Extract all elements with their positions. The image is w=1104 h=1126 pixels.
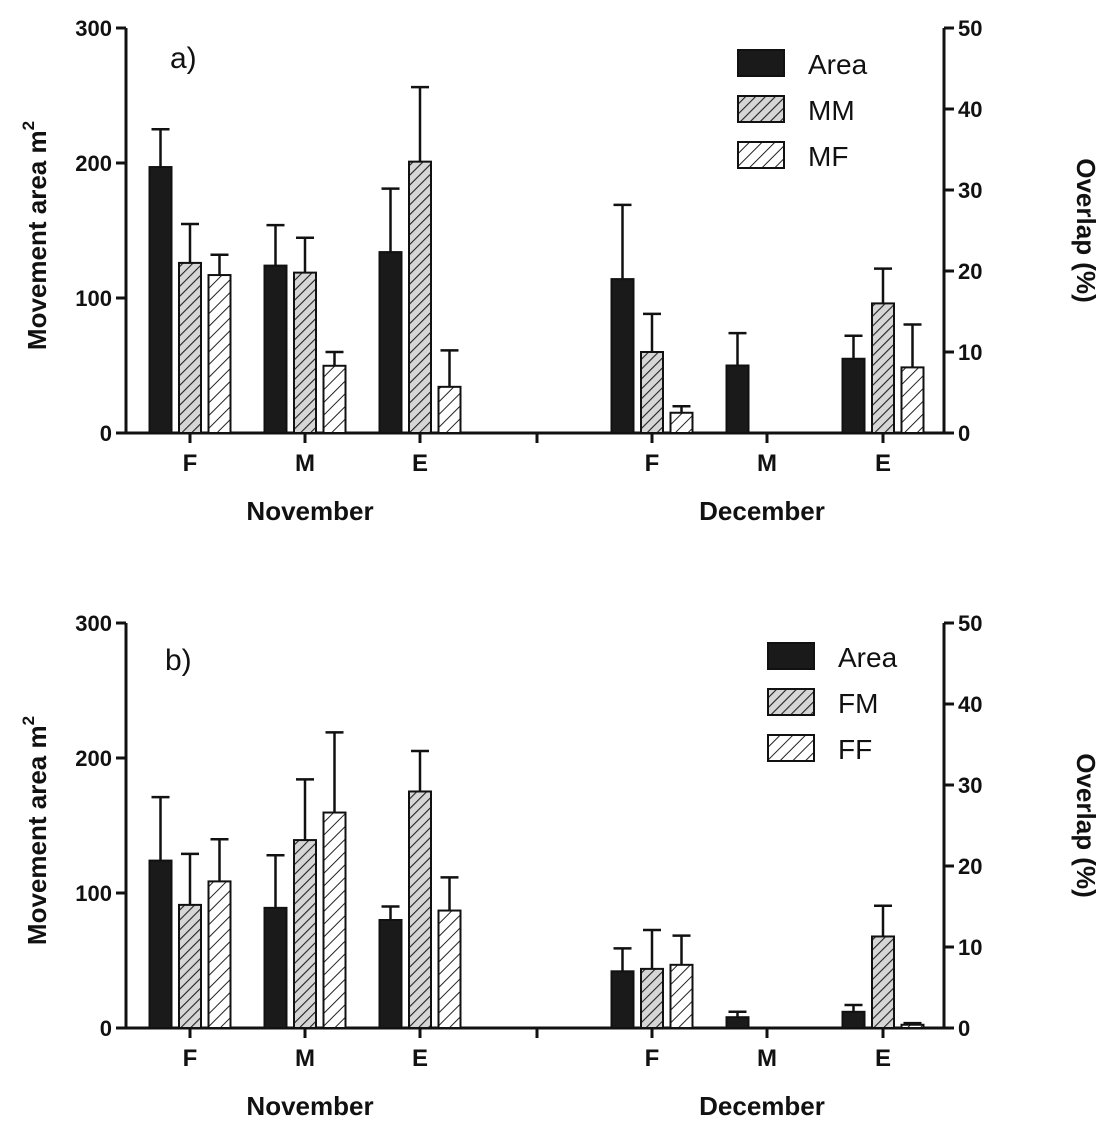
y-axis-title-text: Movement area m xyxy=(22,725,52,945)
left-tick-label: 100 xyxy=(75,881,112,906)
right-tick-label: 20 xyxy=(958,854,982,879)
right-tick-label: 40 xyxy=(958,97,982,122)
legend-swatch-mm xyxy=(737,95,785,123)
bar-area xyxy=(725,1016,750,1030)
bar-fm xyxy=(871,935,895,1029)
y-axis-title-superscript: 2 xyxy=(19,716,38,725)
y-axis-title-superscript: 2 xyxy=(19,121,38,130)
bar-fm xyxy=(293,839,317,1030)
y2-axis-title: Overlap (%) xyxy=(1071,753,1101,898)
left-tick-label: 300 xyxy=(75,16,112,41)
panel-a: 0 100 200 300 0 10 20 30 40 50 F M E F M E November Decem… xyxy=(19,16,1101,526)
bar-fm xyxy=(178,903,202,1030)
legend-label: MF xyxy=(808,141,848,172)
bar-area xyxy=(263,264,288,434)
bar-mf xyxy=(207,274,232,434)
month-label: December xyxy=(699,496,825,526)
left-tick-label: 0 xyxy=(100,1016,112,1041)
category-label: F xyxy=(645,1045,660,1072)
category-label: E xyxy=(412,1045,428,1072)
right-tick-label: 10 xyxy=(958,340,982,365)
bar-area xyxy=(148,859,173,1029)
legend-swatch-mf xyxy=(737,141,785,169)
right-tick-label: 30 xyxy=(958,773,982,798)
bar-ff xyxy=(322,811,347,1029)
category-label: M xyxy=(757,450,777,477)
legend-swatch-area xyxy=(737,49,785,77)
bar-mm xyxy=(293,271,317,434)
category-label: M xyxy=(295,1045,315,1072)
bar-ff xyxy=(207,880,232,1030)
bar-area xyxy=(725,364,750,434)
bar-area xyxy=(378,919,403,1029)
bar-area xyxy=(378,251,403,434)
category-label: F xyxy=(183,1045,198,1072)
category-label: F xyxy=(645,450,660,477)
legend-label: Area xyxy=(838,642,898,673)
right-tick-label: 0 xyxy=(958,1016,970,1041)
bar-mf xyxy=(900,366,925,435)
right-tick-label: 50 xyxy=(958,16,982,41)
bar-area xyxy=(841,357,866,434)
bar-mf xyxy=(322,364,347,434)
bar-mm xyxy=(408,160,432,434)
legend-label: FM xyxy=(838,688,878,719)
y-axis-title-text: Movement area m xyxy=(22,130,52,350)
y2-axis-title: Overlap (%) xyxy=(1071,158,1101,303)
y-axis-title: Movement area m2 xyxy=(19,716,52,945)
month-label: November xyxy=(246,1091,373,1121)
legend-label: Area xyxy=(808,49,868,80)
panel-label: a) xyxy=(170,42,197,75)
bar-area xyxy=(263,906,288,1029)
y-axis-title: Movement area m2 xyxy=(19,121,52,350)
bar-fm xyxy=(640,967,664,1029)
legend-swatch-fm xyxy=(767,688,815,716)
category-label: E xyxy=(875,450,891,477)
legend-label: MM xyxy=(808,95,855,126)
category-label: M xyxy=(295,450,315,477)
month-label: December xyxy=(699,1091,825,1121)
bar-ff xyxy=(437,909,462,1029)
bar-area xyxy=(841,1010,866,1029)
bar-area xyxy=(148,166,173,435)
category-label: E xyxy=(875,1045,891,1072)
panel-label: b) xyxy=(165,644,192,677)
category-label: E xyxy=(412,450,428,477)
left-tick-label: 0 xyxy=(100,421,112,446)
right-tick-label: 50 xyxy=(958,611,982,636)
right-tick-label: 30 xyxy=(958,178,982,203)
bar-mm xyxy=(178,261,202,434)
bar-area xyxy=(610,970,635,1029)
right-tick-label: 20 xyxy=(958,259,982,284)
bar-area xyxy=(610,278,635,434)
bar-mm xyxy=(640,351,664,434)
category-label: F xyxy=(183,450,198,477)
category-label: M xyxy=(757,1045,777,1072)
left-tick-label: 200 xyxy=(75,746,112,771)
right-tick-label: 10 xyxy=(958,935,982,960)
legend-label: FF xyxy=(838,734,872,765)
left-tick-label: 100 xyxy=(75,286,112,311)
left-tick-label: 200 xyxy=(75,151,112,176)
month-label: November xyxy=(246,496,373,526)
bar-ff xyxy=(900,1023,925,1030)
legend-swatch-area xyxy=(767,642,815,670)
right-tick-label: 0 xyxy=(958,421,970,446)
left-tick-label: 300 xyxy=(75,611,112,636)
legend-swatch-ff xyxy=(767,734,815,762)
bar-mf xyxy=(437,385,462,434)
bar-mm xyxy=(871,302,895,434)
bar-fm xyxy=(408,790,432,1029)
bar-ff xyxy=(669,963,694,1030)
right-tick-label: 40 xyxy=(958,692,982,717)
bar-mf xyxy=(669,411,694,434)
